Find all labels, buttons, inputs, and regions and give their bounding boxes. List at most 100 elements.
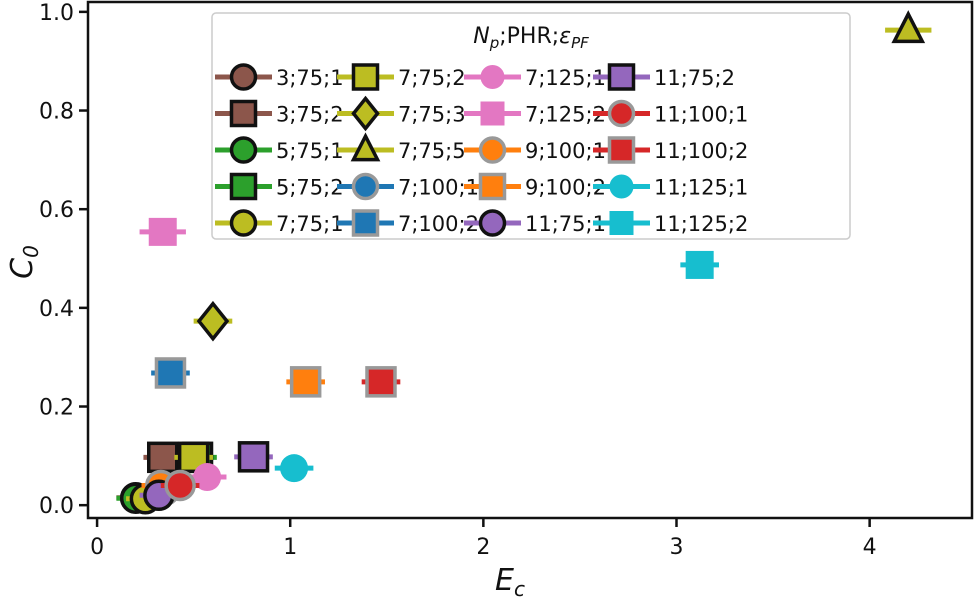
legend-marker xyxy=(478,209,507,237)
y-axis: 0.0 0.2 0.4 0.6 0.8 1.0 xyxy=(39,1,88,519)
point-7;75;3 xyxy=(193,300,233,342)
legend-item-11;100;2: 11;100;2 xyxy=(593,136,748,164)
legend-marker xyxy=(229,63,258,91)
legend-marker xyxy=(229,136,258,164)
marker xyxy=(891,10,926,44)
y-tick-label: 0.2 xyxy=(39,396,74,421)
legend-label: 9;100;1 xyxy=(525,139,606,163)
point-7;100;2 xyxy=(151,357,190,389)
legend-marker xyxy=(480,101,505,126)
legend-label: 3;75;1 xyxy=(276,66,344,90)
x-axis-label: Ec xyxy=(495,563,525,600)
legend-marker xyxy=(351,95,380,132)
point-7;75;5 xyxy=(885,10,932,44)
legend-item-9;100;1: 9;100;1 xyxy=(464,136,606,164)
legend-marker xyxy=(480,65,505,89)
plot-frame xyxy=(86,0,974,520)
x-tick-label: 2 xyxy=(476,535,490,560)
y-tick-label: 0.8 xyxy=(39,100,74,125)
marker xyxy=(146,441,179,474)
legend-item-7;125;2: 7;125;2 xyxy=(464,101,606,127)
point-11;100;1 xyxy=(160,469,200,502)
legend-marker xyxy=(478,136,507,164)
legend-label: 11;125;2 xyxy=(654,212,748,236)
marker xyxy=(154,357,187,389)
legend-label: 11;100;2 xyxy=(654,139,748,163)
legend-item-7;100;2: 7;100;2 xyxy=(337,209,479,237)
legend-marker xyxy=(607,99,636,128)
legend-marker xyxy=(229,99,258,128)
marker xyxy=(148,217,177,246)
legend-label: 5;75;2 xyxy=(276,176,344,200)
legend-label: 11;125;1 xyxy=(654,176,748,200)
y-tick-label: 0.0 xyxy=(39,494,74,519)
x-tick-label: 4 xyxy=(863,535,877,560)
point-11;100;2 xyxy=(361,366,401,398)
marker xyxy=(289,366,322,398)
legend-item-11;125;1: 11;125;1 xyxy=(593,174,748,200)
y-tick-label: 0.6 xyxy=(39,198,74,223)
legend-label: 7;125;1 xyxy=(525,66,606,90)
legend-marker xyxy=(609,211,634,235)
point-11;125;2 xyxy=(680,250,719,279)
marker xyxy=(237,441,270,473)
legend-item-5;75;2: 5;75;2 xyxy=(215,172,344,201)
legend-label: 7;75;1 xyxy=(276,212,344,236)
marker xyxy=(280,454,309,483)
legend-marker xyxy=(351,209,380,237)
legend-label: 7;75;5 xyxy=(398,139,466,163)
x-tick-label: 1 xyxy=(283,535,297,560)
marker xyxy=(164,469,196,502)
legend-label: 9;100;2 xyxy=(525,176,606,200)
legend-marker xyxy=(607,63,636,91)
legend-marker xyxy=(350,132,381,162)
legend-item-9;100;2: 9;100;2 xyxy=(464,172,606,201)
marker xyxy=(365,366,397,398)
point-11;75;2 xyxy=(234,441,273,473)
legend-item-3;75;1: 3;75;1 xyxy=(215,63,344,91)
point-9;100;2 xyxy=(286,366,325,398)
legend-marker xyxy=(607,136,636,164)
legend-marker xyxy=(609,174,634,199)
y-tick-label: 1.0 xyxy=(39,1,74,26)
marker xyxy=(196,300,230,342)
legend-label: 11;75;2 xyxy=(654,66,735,90)
legend-item-11;75;1: 11;75;1 xyxy=(464,209,606,237)
x-tick-label: 0 xyxy=(90,535,104,560)
legend-label: 7;75;3 xyxy=(398,103,466,127)
y-axis-label: C0 xyxy=(5,245,43,279)
point-7;125;1 xyxy=(187,463,227,492)
legend-label: 3;75;2 xyxy=(276,103,344,127)
marker xyxy=(193,463,222,492)
legend-item-7;75;5: 7;75;5 xyxy=(337,132,466,163)
legend-item-3;75;2: 3;75;2 xyxy=(215,99,344,128)
legend-item-7;75;3: 7;75;3 xyxy=(337,95,466,132)
legend-label: 11;75;1 xyxy=(525,212,606,236)
point-7;125;2 xyxy=(139,217,186,246)
point-11;125;1 xyxy=(274,454,314,483)
legend-item-7;125;1: 7;125;1 xyxy=(464,65,606,90)
legend-title: Np;PHR;εPF xyxy=(473,24,589,52)
legend-label: 7;75;2 xyxy=(398,66,466,90)
x-tick-label: 3 xyxy=(669,535,683,560)
legend-item-11;75;2: 11;75;2 xyxy=(593,63,735,91)
legend-item-7;75;2: 7;75;2 xyxy=(337,63,466,91)
y-tick-label: 0.4 xyxy=(39,297,74,322)
legend-marker xyxy=(478,172,507,201)
legend-item-7;100;1: 7;100;1 xyxy=(337,172,479,201)
legend-item-11;125;2: 11;125;2 xyxy=(593,211,748,236)
legend-marker xyxy=(351,172,380,201)
legend-item-5;75;1: 5;75;1 xyxy=(215,136,344,164)
legend-label: 7;125;2 xyxy=(525,103,606,127)
legend-item-11;100;1: 11;100;1 xyxy=(593,99,748,128)
legend-label: 5;75;1 xyxy=(276,139,344,163)
legend-label: 11;100;1 xyxy=(654,103,748,127)
legend-marker xyxy=(229,209,258,237)
marker xyxy=(685,250,714,279)
legend: Np;PHR;εPF 3;75;1 3;75;2 5;75;1 5;75;2 7;75;… xyxy=(211,12,851,240)
x-axis: 0 1 2 3 4 xyxy=(90,518,877,560)
data-points xyxy=(116,10,932,515)
legend-marker xyxy=(229,172,258,201)
legend-marker xyxy=(351,63,380,91)
